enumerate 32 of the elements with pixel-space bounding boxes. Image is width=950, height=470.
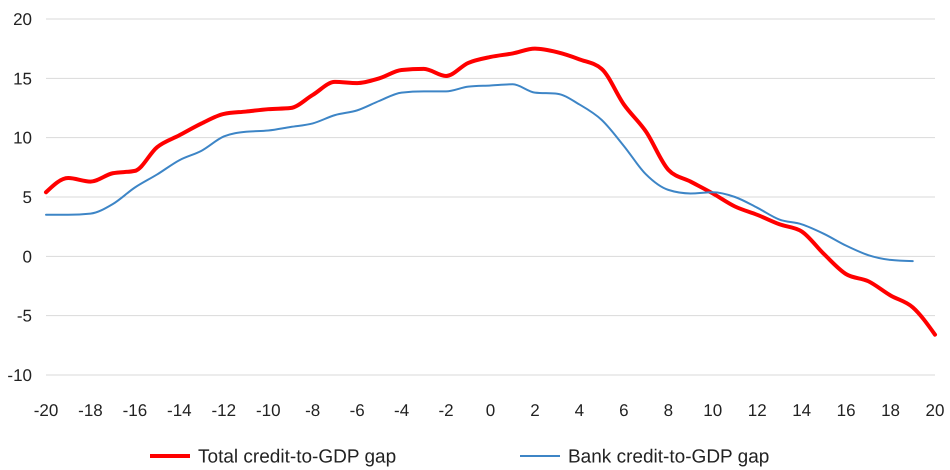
x-tick-label: -4 xyxy=(394,400,410,420)
x-tick-label: 16 xyxy=(836,400,856,420)
y-tick-label: 10 xyxy=(13,128,32,148)
legend-label: Total credit-to-GDP gap xyxy=(198,446,396,468)
x-tick-label: 10 xyxy=(703,400,722,420)
x-tick-label: -2 xyxy=(438,400,454,420)
x-tick-label: -18 xyxy=(78,400,103,420)
y-tick-label: -5 xyxy=(16,306,32,326)
x-tick-label: 8 xyxy=(664,400,674,420)
y-tick-label: 15 xyxy=(13,69,32,88)
line-series xyxy=(44,46,937,337)
x-tick-label: 0 xyxy=(486,400,496,420)
x-tick-label: 14 xyxy=(792,400,812,420)
x-tick-label: 18 xyxy=(881,400,900,420)
y-tick-label: 0 xyxy=(22,247,32,266)
y-tick-label: -10 xyxy=(7,366,32,385)
x-tick-label: -8 xyxy=(305,400,320,420)
x-tick-label: 2 xyxy=(530,400,540,420)
x-tick-label: 6 xyxy=(619,400,629,420)
y-tick-label: 5 xyxy=(22,188,32,207)
legend-label: Bank credit-to-GDP gap xyxy=(568,446,770,468)
x-tick-label: -14 xyxy=(167,400,192,420)
x-tick-label: -12 xyxy=(212,400,236,420)
x-tick-label: -20 xyxy=(34,400,58,420)
x-tick-label: 4 xyxy=(574,400,584,420)
y-tick-label: 20 xyxy=(13,10,32,29)
x-tick-label: 12 xyxy=(748,400,767,420)
x-tick-label: -6 xyxy=(350,400,365,420)
x-tick-label: -10 xyxy=(256,400,281,420)
x-tick-label: -16 xyxy=(122,400,148,420)
line-series xyxy=(45,83,914,262)
x-tick-label: 20 xyxy=(926,400,944,420)
